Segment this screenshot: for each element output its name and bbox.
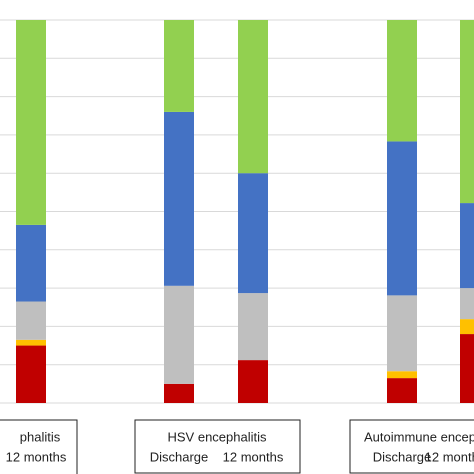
bar-segment [387, 378, 417, 403]
bar-segment [16, 224, 46, 302]
x-tick-label: 12 months [425, 449, 474, 464]
bar-segment [16, 301, 46, 340]
bar-segment [387, 371, 417, 379]
bar-segment [460, 203, 474, 289]
group-label: phalitis [20, 429, 61, 444]
bar-segment [238, 293, 268, 361]
bar-segment [164, 111, 194, 286]
x-tick-label: Discharge [373, 449, 432, 464]
bar-segment [164, 20, 194, 112]
bar-segment [387, 20, 417, 142]
x-tick-label: Discharge [150, 449, 209, 464]
bar-segment [387, 141, 417, 296]
bar-segment [387, 295, 417, 372]
bar-segment [460, 334, 474, 403]
bar-segment [16, 345, 46, 403]
group-box [134, 419, 301, 474]
bar-segment [164, 383, 194, 403]
x-tick-label: 12 months [6, 449, 67, 464]
group-box [0, 419, 78, 474]
bar-segment [238, 20, 268, 174]
group-label: HSV encephalitis [168, 429, 267, 444]
bar-segment [16, 339, 46, 346]
bar-segment [238, 360, 268, 403]
bar-segment [460, 288, 474, 320]
x-tick-label: 12 months [223, 449, 284, 464]
bar-segment [16, 20, 46, 225]
bar-segment [238, 173, 268, 294]
bar-segment [460, 319, 474, 335]
bar-segment [460, 20, 474, 204]
group-label: Autoimmune encep [364, 429, 474, 444]
bar-segment [164, 285, 194, 384]
group-box [349, 419, 474, 474]
